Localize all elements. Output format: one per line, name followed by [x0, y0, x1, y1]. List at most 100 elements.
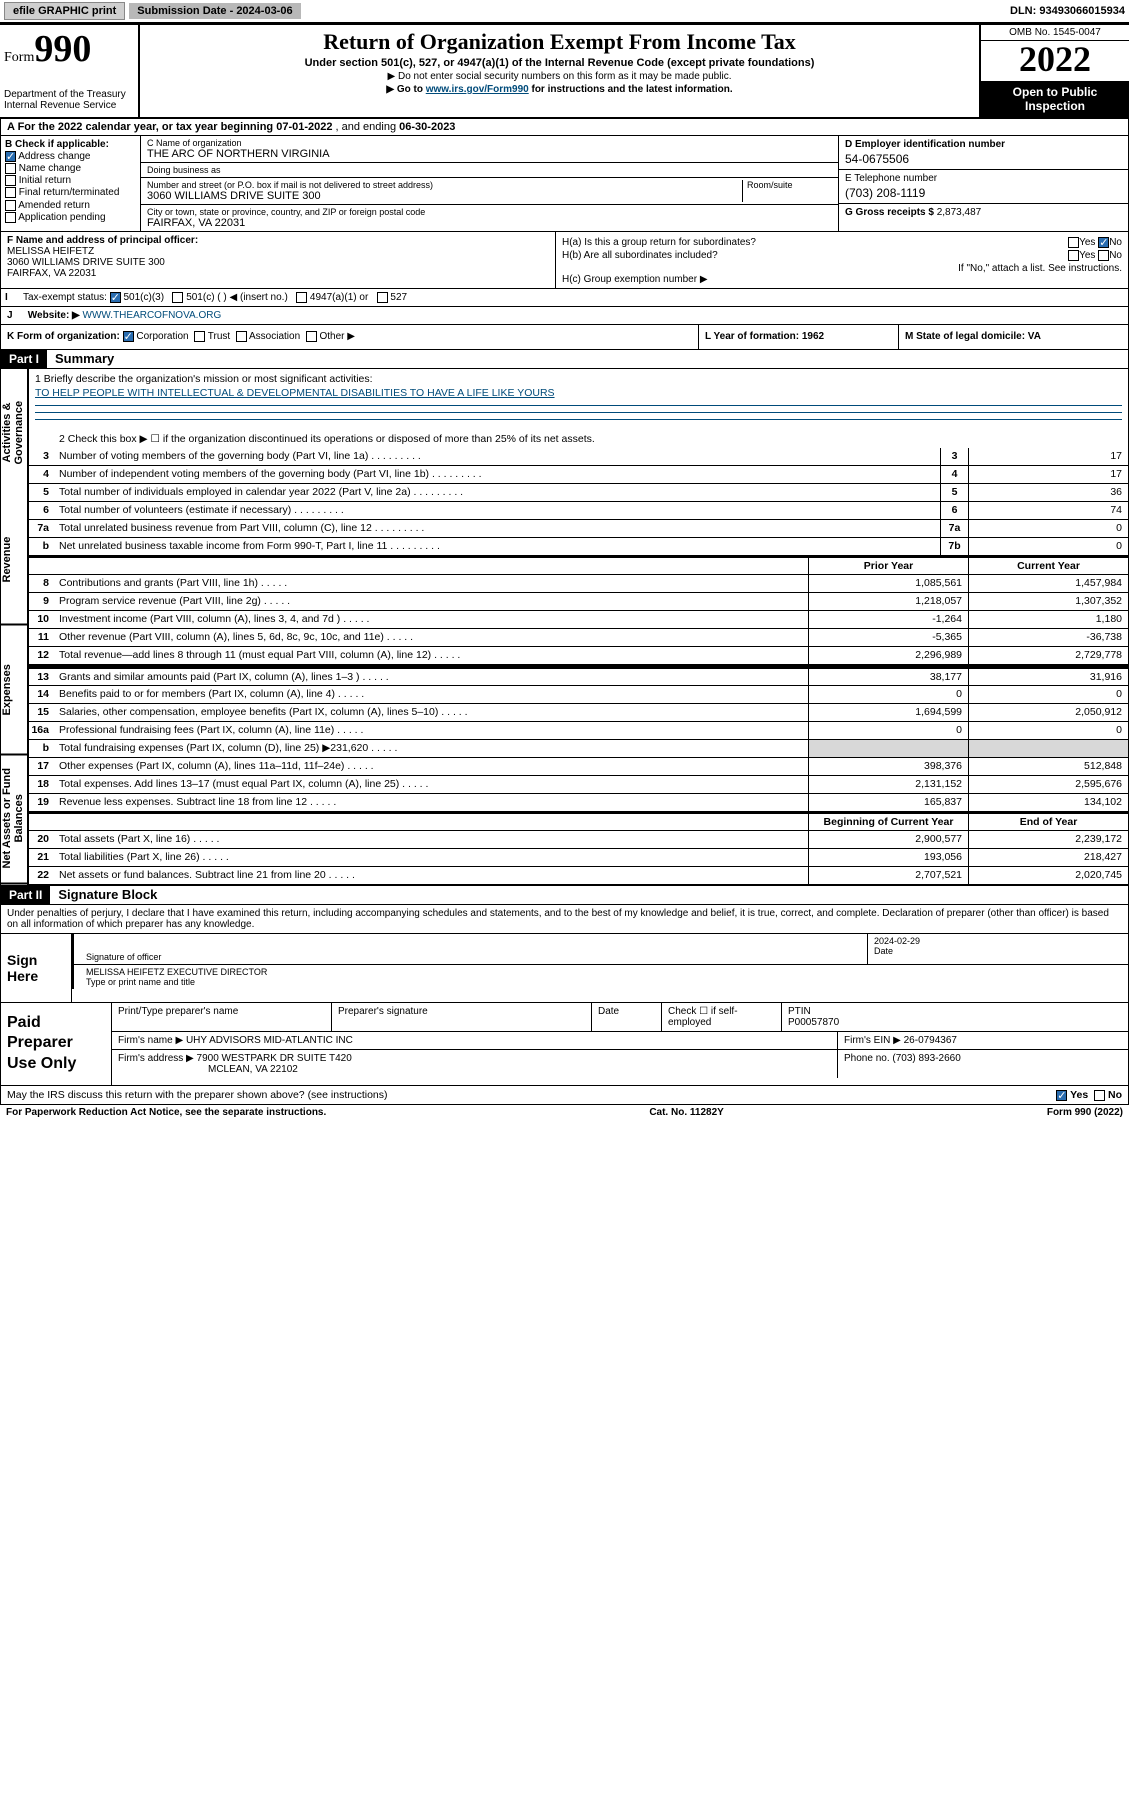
dept-label: Department of the Treasury Internal Reve…: [4, 89, 134, 111]
line-11: 11Other revenue (Part VIII, column (A), …: [29, 629, 1128, 647]
row-i-tax-status: I Tax-exempt status: 501(c)(3) 501(c) ( …: [0, 289, 1129, 307]
line-9: 9Program service revenue (Part VIII, lin…: [29, 593, 1128, 611]
block-b-c-d-e-g: B Check if applicable: Address change Na…: [0, 136, 1129, 232]
line-20: 20Total assets (Part X, line 16) . . . .…: [29, 831, 1128, 849]
firm-ein: 26-0794367: [904, 1035, 957, 1046]
prior-year-hdr: Prior Year: [808, 558, 968, 574]
hb-note: If "No," attach a list. See instructions…: [562, 263, 1122, 274]
section-b-checkboxes: B Check if applicable: Address change Na…: [1, 136, 141, 231]
firm-name: UHY ADVISORS MID-ATLANTIC INC: [186, 1035, 353, 1046]
line-3: 3Number of voting members of the governi…: [29, 448, 1128, 466]
hb-no-checkbox[interactable]: [1098, 250, 1109, 261]
form-header: Form990 Department of the Treasury Inter…: [0, 23, 1129, 119]
assoc-checkbox[interactable]: [236, 331, 247, 342]
ein-value: 54-0675506: [845, 152, 1122, 166]
paid-prep-label: Paid Preparer Use Only: [1, 1003, 111, 1085]
year-formation: L Year of formation: 1962: [705, 331, 824, 342]
line-22: 22Net assets or fund balances. Subtract …: [29, 867, 1128, 885]
line-7a: 7aTotal unrelated business revenue from …: [29, 520, 1128, 538]
line-15: 15Salaries, other compensation, employee…: [29, 704, 1128, 722]
b-opt-1[interactable]: Name change: [5, 163, 136, 174]
line-21: 21Total liabilities (Part X, line 26) . …: [29, 849, 1128, 867]
mission-block: 1 Briefly describe the organization's mi…: [29, 369, 1128, 430]
f-label: F Name and address of principal officer:: [7, 235, 198, 246]
gross-value: 2,873,487: [937, 207, 982, 218]
dba-label: Doing business as: [147, 165, 832, 175]
hb-yes-checkbox[interactable]: [1068, 250, 1079, 261]
officer-addr2: FAIRFAX, VA 22031: [7, 268, 96, 279]
top-bar: efile GRAPHIC print Submission Date - 20…: [0, 0, 1129, 23]
footer: For Paperwork Reduction Act Notice, see …: [0, 1105, 1129, 1120]
4947-checkbox[interactable]: [296, 292, 307, 303]
ha-no-checkbox[interactable]: [1098, 237, 1109, 248]
b-opt-5[interactable]: Application pending: [5, 212, 136, 223]
527-checkbox[interactable]: [377, 292, 388, 303]
line-14: 14Benefits paid to or for members (Part …: [29, 686, 1128, 704]
other-checkbox[interactable]: [306, 331, 317, 342]
trust-checkbox[interactable]: [194, 331, 205, 342]
line-10: 10Investment income (Part VIII, column (…: [29, 611, 1128, 629]
city-label: City or town, state or province, country…: [147, 207, 832, 217]
open-public-badge: Open to Public Inspection: [981, 81, 1129, 117]
ein-label: D Employer identification number: [845, 139, 1005, 150]
hc-label: H(c) Group exemption number ▶: [562, 274, 1122, 285]
501c3-checkbox[interactable]: [110, 292, 121, 303]
section-a-tax-year: A For the 2022 calendar year, or tax yea…: [0, 119, 1129, 136]
c-name-label: C Name of organization: [147, 138, 832, 148]
dln: DLN: 93493066015934: [1010, 5, 1125, 17]
sign-here-block: Sign Here Signature of officer 2024-02-2…: [0, 934, 1129, 1003]
501c-checkbox[interactable]: [172, 292, 183, 303]
b-opt-0[interactable]: Address change: [5, 151, 136, 162]
vtab-expenses: Expenses: [1, 626, 27, 756]
row-k-form-org: K Form of organization: Corporation Trus…: [0, 325, 1129, 349]
vtab-revenue: Revenue: [1, 496, 27, 626]
org-name: THE ARC OF NORTHERN VIRGINIA: [147, 148, 832, 160]
sign-here-label: Sign Here: [1, 934, 71, 1002]
officer-name-title: MELISSA HEIFETZ EXECUTIVE DIRECTOR: [86, 967, 1122, 977]
officer-addr1: 3060 WILLIAMS DRIVE SUITE 300: [7, 257, 165, 268]
ha-yes-checkbox[interactable]: [1068, 237, 1079, 248]
form-number: Form990: [4, 27, 134, 71]
paid-preparer-block: Paid Preparer Use Only Print/Type prepar…: [0, 1003, 1129, 1086]
line-16a: 16aProfessional fundraising fees (Part I…: [29, 722, 1128, 740]
phone-label: E Telephone number: [845, 173, 937, 184]
part1-header: Part ISummary: [0, 350, 1129, 369]
part2-header: Part IISignature Block: [0, 886, 1129, 905]
irs-link[interactable]: www.irs.gov/Form990: [426, 84, 529, 95]
b-opt-4[interactable]: Amended return: [5, 200, 136, 211]
ha-label: H(a) Is this a group return for subordin…: [562, 237, 756, 248]
vtab-governance: Activities & Governance: [1, 369, 27, 497]
phone-value: (703) 208-1119: [845, 186, 1122, 200]
line2-text: 2 Check this box ▶ ☐ if the organization…: [55, 431, 1128, 447]
b-label: B Check if applicable:: [5, 139, 109, 150]
discuss-no-checkbox[interactable]: [1094, 1090, 1105, 1101]
corp-checkbox[interactable]: [123, 331, 134, 342]
line-17: 17Other expenses (Part IX, column (A), l…: [29, 758, 1128, 776]
end-year-hdr: End of Year: [968, 814, 1128, 830]
vtab-netassets: Net Assets or Fund Balances: [1, 755, 27, 885]
mission-text: TO HELP PEOPLE WITH INTELLECTUAL & DEVEL…: [35, 387, 1122, 399]
efile-print-button[interactable]: efile GRAPHIC print: [4, 2, 125, 20]
submission-date: Submission Date - 2024-03-06: [129, 3, 300, 19]
ptin: P00057870: [788, 1017, 839, 1028]
officer-name: MELISSA HEIFETZ: [7, 246, 94, 257]
subtitle-1: Under section 501(c), 527, or 4947(a)(1)…: [144, 57, 975, 69]
street: 3060 WILLIAMS DRIVE SUITE 300: [147, 190, 742, 202]
line-4: 4Number of independent voting members of…: [29, 466, 1128, 484]
website-link[interactable]: WWW.THEARCOFNOVA.ORG: [83, 310, 222, 321]
b-opt-2[interactable]: Initial return: [5, 175, 136, 186]
b-opt-3[interactable]: Final return/terminated: [5, 187, 136, 198]
line-6: 6Total number of volunteers (estimate if…: [29, 502, 1128, 520]
vertical-tabs: Activities & Governance Revenue Expenses…: [1, 369, 29, 885]
block-f-h: F Name and address of principal officer:…: [0, 232, 1129, 289]
line-19: 19Revenue less expenses. Subtract line 1…: [29, 794, 1128, 812]
line-13: 13Grants and similar amounts paid (Part …: [29, 667, 1128, 686]
room-label: Room/suite: [747, 180, 832, 190]
city: FAIRFAX, VA 22031: [147, 217, 832, 229]
line-8: 8Contributions and grants (Part VIII, li…: [29, 575, 1128, 593]
discuss-yes-checkbox[interactable]: [1056, 1090, 1067, 1101]
line-b: bTotal fundraising expenses (Part IX, co…: [29, 740, 1128, 758]
subtitle-3: ▶ Go to www.irs.gov/Form990 for instruct…: [144, 84, 975, 95]
tax-year: 2022: [981, 41, 1129, 81]
summary-body: Activities & Governance Revenue Expenses…: [0, 369, 1129, 886]
